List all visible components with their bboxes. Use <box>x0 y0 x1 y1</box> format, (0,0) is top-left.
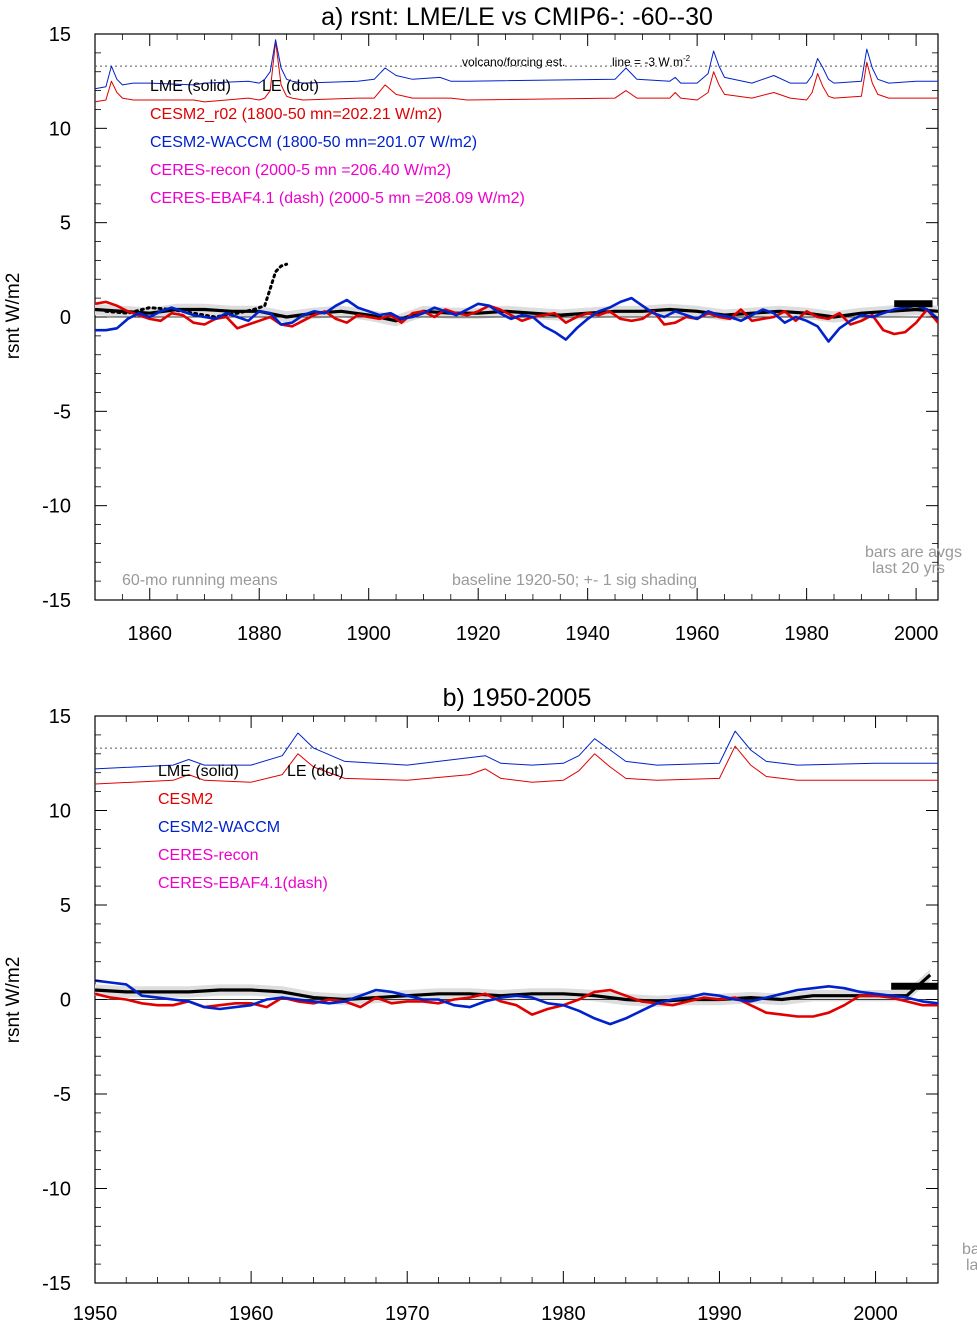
series-line-cesm2-waccm-volcano-forcing <box>94 730 938 770</box>
series-line-cesm2 <box>94 988 938 1018</box>
annotation-baseline: baseline 1920-50; +- 1 sig shading <box>452 572 697 589</box>
series-line-cesm2-waccm-volcano-forcing <box>94 39 938 90</box>
legend-le-b: LE (dot) <box>287 763 344 780</box>
xtick-label: 2000 <box>894 623 939 645</box>
xtick-label: 1980 <box>541 1303 586 1325</box>
panel-b-grid <box>95 747 938 1000</box>
panel-a-shading <box>95 303 938 327</box>
legend-ceres-recon: CERES-recon (2000-5 mn =206.40 W/m2) <box>150 162 451 179</box>
series-line-cesm2-r02-volcano-forcing <box>94 41 938 103</box>
panel-a: a) rsnt: LME/LE vs CMIP6-: -60--30 rsnt … <box>3 3 962 645</box>
xtick-label: 1980 <box>784 623 829 645</box>
legend-ceres-recon-b: CERES-recon <box>158 847 258 864</box>
panel-b-title: b) 1950-2005 <box>443 684 592 712</box>
annotation-bars-2-b: la <box>966 1257 977 1274</box>
ytick-label: 10 <box>49 801 71 823</box>
ytick-label: -15 <box>42 590 71 612</box>
legend-lme-b: LME (solid) <box>158 763 239 780</box>
panel-b-series <box>94 730 939 1026</box>
xtick-label: 1960 <box>229 1303 274 1325</box>
annotation-running-means: 60-mo running means <box>122 572 278 589</box>
series-line-le-dot <box>104 262 289 319</box>
series-line-lme-solid <box>94 307 939 323</box>
series-line-cesm2-waccm <box>95 296 939 343</box>
ytick-label: -15 <box>42 1273 71 1295</box>
xtick-label: 1990 <box>697 1303 742 1325</box>
panel-b: b) 1950-2005 rsnt W/m2 15 10 5 0 -5 -10 -15195… <box>3 684 977 1325</box>
legend-cesm2: CESM2_r02 (1800-50 mn=202.21 W/m2) <box>150 106 442 123</box>
annotation-line-eq-sup: -2 <box>683 54 691 63</box>
panel-a-title: a) rsnt: LME/LE vs CMIP6-: -60--30 <box>321 3 713 31</box>
ytick-label: 5 <box>60 213 71 235</box>
panel-b-shading <box>95 969 931 1008</box>
annotation-line-eq: line = -3 W m-2 <box>612 54 691 69</box>
ytick-label: 10 <box>49 118 71 140</box>
xtick-label: 1920 <box>456 623 501 645</box>
xtick-label: 2000 <box>853 1303 898 1325</box>
annotation-bars-2: last 20 yrs <box>872 560 945 577</box>
annotation-line-eq-text: line = -3 W m <box>612 55 683 69</box>
xtick-label: 1960 <box>675 623 720 645</box>
panel-b-ylabel: rsnt W/m2 <box>3 957 24 1044</box>
xtick-label: 1860 <box>127 623 172 645</box>
ytick-label: 0 <box>60 307 71 329</box>
ytick-label: -5 <box>53 1084 71 1106</box>
annotation-bars-1: bars are avgs <box>865 544 962 561</box>
legend-le: LE (dot) <box>262 78 319 95</box>
ytick-label: -10 <box>42 496 71 518</box>
annotation-bars-1-b: ba <box>962 1241 977 1258</box>
shading-band <box>95 303 938 327</box>
ytick-label: -5 <box>53 401 71 423</box>
legend-lme: LME (solid) <box>150 78 231 95</box>
ytick-label: 15 <box>49 706 71 728</box>
annotation-volcano: volcano/forcing est. <box>462 55 565 69</box>
legend-ceres-ebaf: CERES-EBAF4.1 (dash) (2000-5 mn =208.09 … <box>150 190 525 207</box>
legend-cesm2-b: CESM2 <box>158 791 213 808</box>
xtick-label: 1880 <box>237 623 282 645</box>
ytick-label: -10 <box>42 1179 71 1201</box>
legend-ceres-ebaf-b: CERES-EBAF4.1(dash) <box>158 875 328 892</box>
legend-waccm: CESM2-WACCM (1800-50 mn=201.07 W/m2) <box>150 134 477 151</box>
xtick-label: 1940 <box>565 623 610 645</box>
series-line-cesm2-volcano-forcing <box>94 745 938 785</box>
panel-b-legend: LME (solid) LE (dot) CESM2 CESM2-WACCM C… <box>158 763 344 892</box>
panel-a-ticks: 15 10 5 0 -5 -10 -15 1860 1880 1900 1920 1940 1960 19… <box>42 24 938 645</box>
xtick-label: 1970 <box>385 1303 430 1325</box>
panel-a-series <box>94 39 940 343</box>
ytick-label: 5 <box>60 895 71 917</box>
xtick-label: 1950 <box>73 1303 118 1325</box>
panel-a-legend: LME (solid) LE (dot) CESM2_r02 (1800-50 … <box>150 78 525 207</box>
series-line-cesm2-waccm <box>94 979 939 1026</box>
shading-band <box>95 969 931 1008</box>
ytick-label: 15 <box>49 24 71 46</box>
legend-waccm-b: CESM2-WACCM <box>158 819 280 836</box>
ytick-label: 0 <box>60 990 71 1012</box>
panel-a-ylabel: rsnt W/m2 <box>3 273 24 360</box>
xtick-label: 1900 <box>346 623 391 645</box>
